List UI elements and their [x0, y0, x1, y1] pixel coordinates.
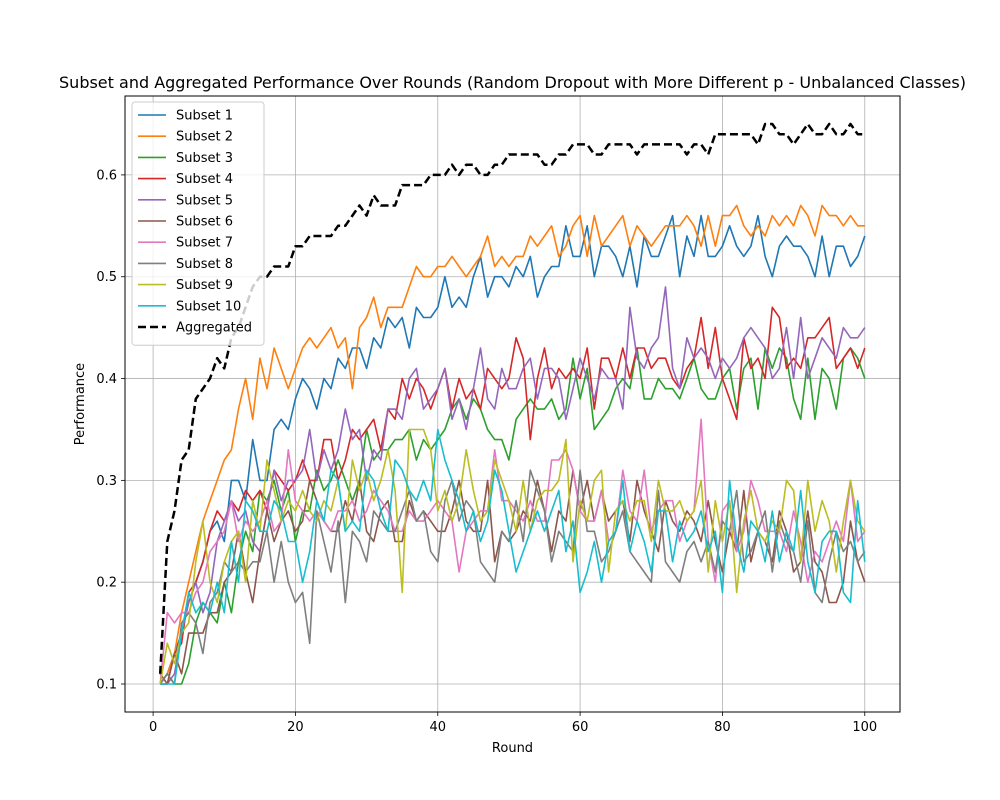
- legend-label: Subset 4: [176, 172, 233, 187]
- legend-label: Subset 2: [176, 130, 233, 145]
- x-tick-label: 40: [430, 720, 447, 735]
- series-line-10: [160, 428, 866, 685]
- legend: Subset 1 Subset 2 Subset 3 Subset 4 Subset 5…: [131, 101, 265, 346]
- y-tick-label: 0.6: [96, 168, 117, 183]
- y-axis-label: Performance: [73, 363, 88, 445]
- y-tick-label: 0.4: [96, 372, 117, 387]
- legend-label: Subset 6: [176, 215, 233, 230]
- y-tick-label: 0.5: [96, 270, 117, 285]
- series-line-11: [158, 122, 865, 674]
- series-lines: [158, 122, 866, 685]
- series-line-8: [159, 469, 866, 685]
- legend-label: Aggregated: [176, 321, 252, 336]
- legend-label: Subset 8: [176, 257, 233, 272]
- series-line-3: [159, 347, 866, 685]
- series-line-1: [159, 214, 866, 685]
- y-tick-label: 0.1: [96, 678, 117, 693]
- x-tick-label: 80: [714, 720, 731, 735]
- series-line-6: [159, 469, 866, 685]
- series-line-2: [159, 204, 865, 685]
- x-tick-label: 0: [149, 720, 157, 735]
- legend-label: Subset 7: [176, 236, 233, 251]
- x-tick-label: 20: [287, 720, 304, 735]
- legend-label: Subset 10: [176, 299, 241, 314]
- plot-frame: [124, 95, 901, 713]
- legend-label: Subset 9: [176, 278, 233, 293]
- chart-title: Subset and Aggregated Performance Over R…: [59, 73, 966, 92]
- series-line-5: [160, 286, 866, 685]
- series-line-4: [160, 306, 866, 685]
- axis-ticks: 0 20 40 60 80 100 0.1 0.2 0.3 0.4 0.5 0.6: [96, 168, 877, 735]
- legend-label: Subset 5: [176, 193, 233, 208]
- legend-label: Subset 1: [176, 109, 233, 124]
- x-tick-label: 60: [572, 720, 589, 735]
- y-tick-label: 0.2: [96, 576, 117, 591]
- x-axis-label: Round: [492, 741, 533, 756]
- x-tick-label: 100: [852, 720, 877, 735]
- legend-label: Subset 3: [176, 151, 233, 166]
- y-tick-label: 0.3: [96, 474, 117, 489]
